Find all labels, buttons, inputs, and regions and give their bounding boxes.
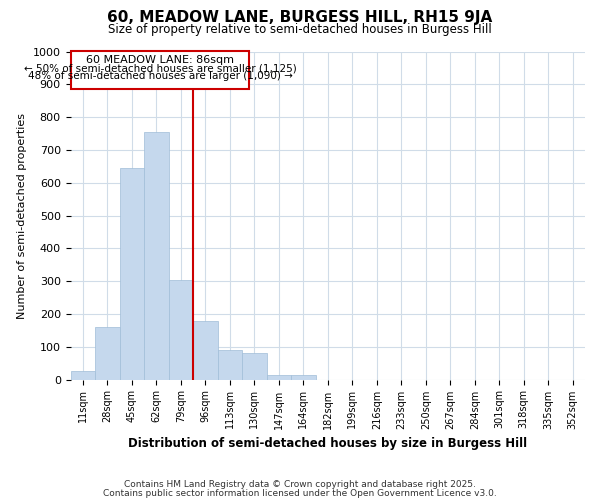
Bar (119, 168, 144, 380)
Bar (71, 372, 95, 380)
Bar (266, 374, 291, 380)
Bar (144, 132, 169, 380)
Bar (218, 350, 242, 380)
Text: Size of property relative to semi-detached houses in Burgess Hill: Size of property relative to semi-detach… (108, 22, 492, 36)
Text: 60 MEADOW LANE: 86sqm: 60 MEADOW LANE: 86sqm (86, 56, 234, 66)
Bar (71, 52, 250, 89)
Text: ← 50% of semi-detached houses are smaller (1,125): ← 50% of semi-detached houses are smalle… (23, 64, 296, 74)
Bar (95, 327, 119, 380)
Y-axis label: Number of semi-detached properties: Number of semi-detached properties (17, 112, 27, 318)
Bar (193, 320, 218, 380)
Text: Contains public sector information licensed under the Open Government Licence v3: Contains public sector information licen… (103, 488, 497, 498)
Bar (242, 354, 266, 380)
Bar (291, 374, 316, 380)
Bar (169, 280, 193, 380)
Text: 60, MEADOW LANE, BURGESS HILL, RH15 9JA: 60, MEADOW LANE, BURGESS HILL, RH15 9JA (107, 10, 493, 25)
X-axis label: Distribution of semi-detached houses by size in Burgess Hill: Distribution of semi-detached houses by … (128, 437, 527, 450)
Text: 48% of semi-detached houses are larger (1,090) →: 48% of semi-detached houses are larger (… (28, 71, 292, 81)
Text: Contains HM Land Registry data © Crown copyright and database right 2025.: Contains HM Land Registry data © Crown c… (124, 480, 476, 489)
